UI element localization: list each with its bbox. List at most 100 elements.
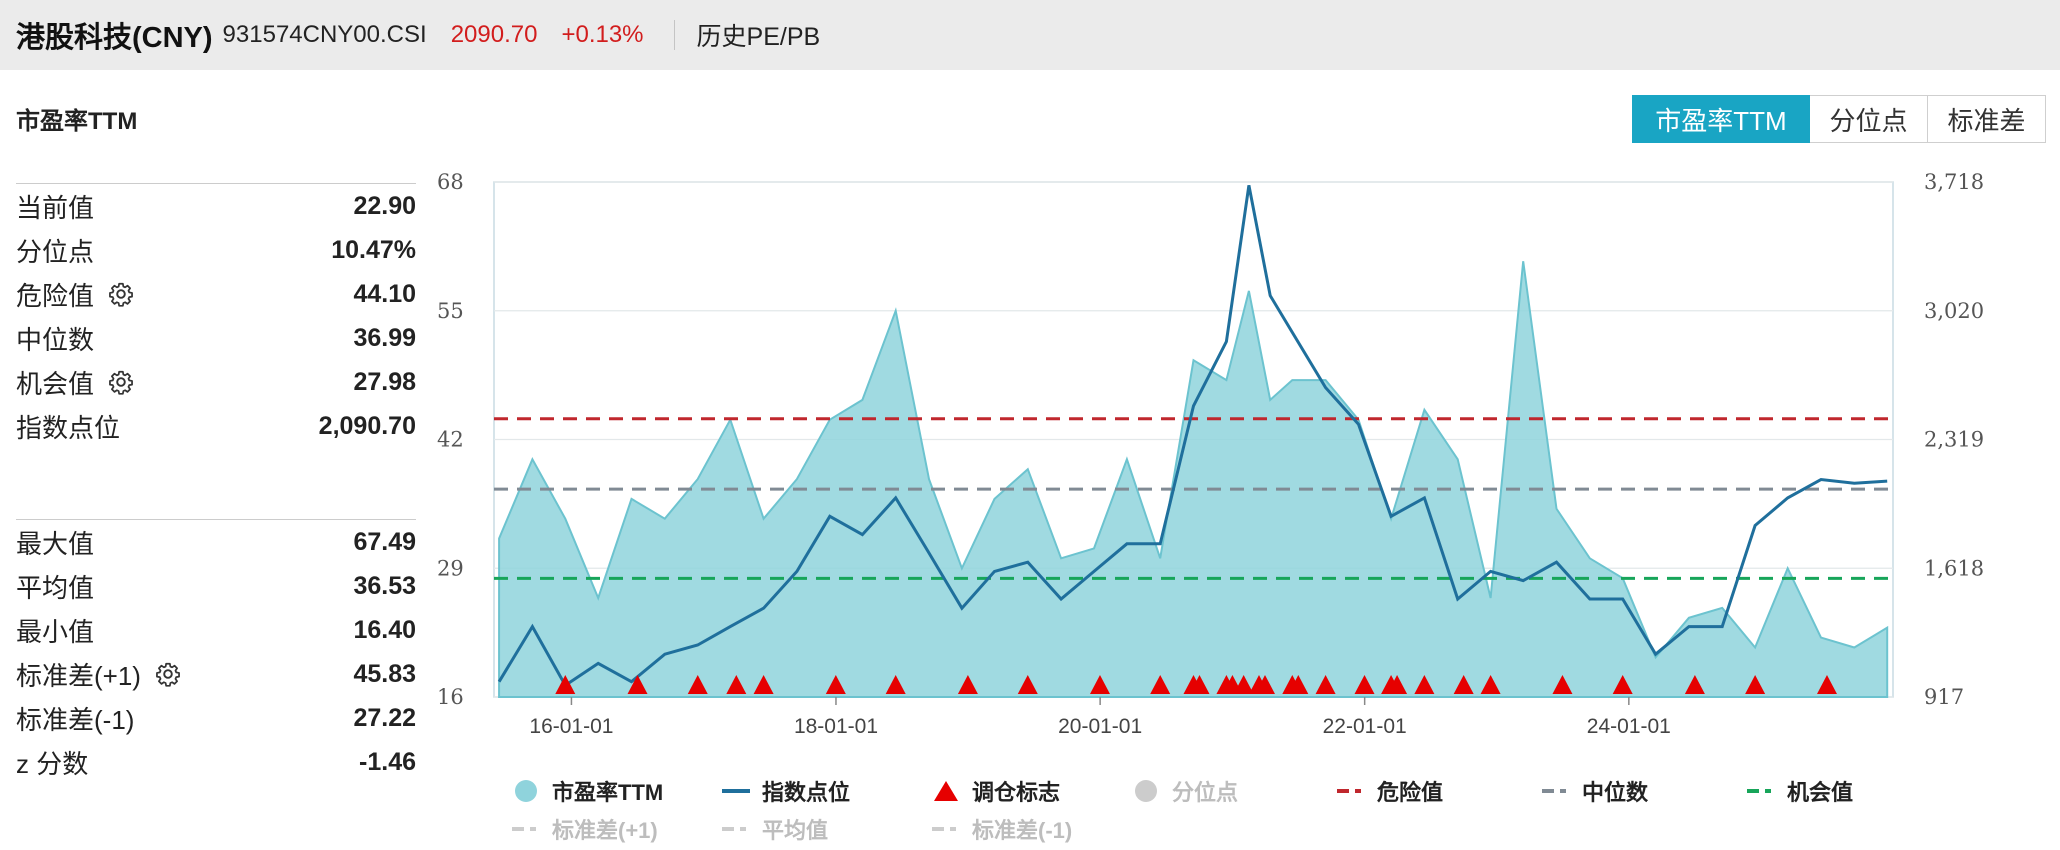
legend-label: 中位数 [1582, 780, 1649, 805]
legend-item[interactable]: 危险值 [1335, 775, 1443, 807]
rebalance-marker [1183, 675, 1204, 694]
legend-item[interactable]: 分位点 [1130, 775, 1238, 807]
stat-label: 中位数 [16, 320, 94, 357]
tab-stddev[interactable]: 标准差 [1928, 95, 2046, 143]
stat-value: 44.10 [353, 279, 416, 308]
stat-label: 标准差(+1) [16, 656, 181, 693]
stat-label-text: 最大值 [16, 528, 95, 559]
rebalance-marker [1387, 675, 1408, 694]
stat-label: 最大值 [16, 524, 94, 561]
rebalance-marker [1816, 675, 1837, 694]
legend-item[interactable]: 调仓标志 [930, 775, 1060, 807]
rebalance-marker [1414, 675, 1435, 694]
x-axis-tick: 16-01-01 [529, 715, 613, 738]
rebalance-marker [1288, 675, 1309, 694]
stat-value: 10.47% [331, 235, 416, 264]
rebalance-marker [1354, 675, 1375, 694]
stat-row: 指数点位 2,090.70 [16, 404, 416, 448]
rebalance-marker [555, 675, 576, 694]
stat-value: 45.83 [353, 659, 416, 688]
stat-label-text: 分位点 [16, 236, 95, 267]
stat-label: 平均值 [16, 568, 94, 605]
stat-row: 最大值 67.49 [16, 520, 416, 564]
right-axis-tick: 1,618 [1924, 556, 1984, 580]
stat-label-text: z 分数 [16, 748, 89, 779]
rebalance-marker [1233, 675, 1254, 694]
divider [16, 183, 416, 184]
stat-row: 危险值 44.10 [16, 272, 416, 316]
left-axis-tick: 29 [437, 556, 464, 580]
legend-item[interactable]: 中位数 [1540, 775, 1648, 807]
legend-item[interactable]: 标准差(+1) [510, 813, 658, 845]
index-level-line [497, 185, 1888, 688]
tab-pe-ttm[interactable]: 市盈率TTM [1632, 95, 1810, 143]
pe-area-layer [498, 261, 1889, 698]
stat-label-text: 中位数 [16, 324, 95, 355]
x-axis-tick: 20-01-01 [1058, 715, 1142, 738]
stat-value: 36.99 [353, 323, 416, 352]
stat-label-text: 指数点位 [16, 412, 121, 443]
rebalance-marker [1684, 675, 1705, 694]
stat-label-text: 标准差(-1) [16, 704, 135, 735]
right-axis-tick: 2,319 [1924, 428, 1984, 452]
metric-tabs: 市盈率TTM 分位点 标准差 [1632, 95, 2046, 143]
legend-item[interactable]: 指数点位 [720, 775, 850, 807]
index-code: 931574CNY00.CSI [222, 21, 427, 48]
rebalance-marker [687, 675, 708, 694]
stat-label: 分位点 [16, 232, 94, 269]
rebalance-marker [753, 675, 774, 694]
rebalance-markers [555, 675, 1837, 694]
legend-label: 市盈率TTM [552, 780, 664, 805]
rebalance-marker [1150, 675, 1171, 694]
stat-label: 标准差(-1) [16, 700, 134, 737]
stat-label: 最小值 [16, 612, 94, 649]
gear-icon[interactable] [155, 661, 181, 687]
x-axis-tick: 24-01-01 [1587, 715, 1671, 738]
dash-icon [1337, 789, 1361, 793]
legend-item[interactable]: 市盈率TTM [510, 775, 663, 807]
stat-row: z 分数 -1.46 [16, 740, 416, 784]
stat-label-text: 当前值 [16, 192, 95, 223]
legend-item[interactable]: 机会值 [1745, 775, 1853, 807]
rebalance-marker [1089, 675, 1110, 694]
right-axis-tick: 917 [1924, 685, 1964, 709]
stat-label: 指数点位 [16, 408, 120, 445]
stat-value: 2,090.70 [318, 411, 416, 440]
triangle-icon [934, 781, 958, 801]
legend-label: 调仓标志 [972, 780, 1061, 805]
index-title: 港股科技(CNY) [16, 22, 213, 54]
header-divider [673, 20, 675, 50]
header-bar: 港股科技(CNY) 931574CNY00.CSI 2090.70 +0.13%… [0, 0, 2060, 70]
dash-icon [722, 827, 746, 831]
stat-value: -1.46 [359, 747, 416, 776]
stat-row: 最小值 16.40 [16, 608, 416, 652]
history-pe-pb-link[interactable]: 历史PE/PB [696, 23, 821, 51]
dash-icon [512, 827, 536, 831]
stat-row: 平均值 36.53 [16, 564, 416, 608]
rebalance-marker [1254, 675, 1275, 694]
stat-value: 16.40 [353, 615, 416, 644]
stat-row: 中位数 36.99 [16, 316, 416, 360]
left-axis-tick: 55 [437, 299, 464, 323]
rebalance-marker [825, 675, 846, 694]
index-price: 2090.70 [450, 21, 538, 48]
rebalance-marker [1315, 675, 1336, 694]
legend-item[interactable]: 标准差(-1) [930, 813, 1072, 845]
legend-label: 危险值 [1377, 780, 1444, 805]
stat-row: 当前值 22.90 [16, 184, 416, 228]
stat-label: z 分数 [16, 744, 88, 781]
line-icon [722, 789, 750, 793]
tab-percentile[interactable]: 分位点 [1810, 95, 1928, 143]
rebalance-marker [726, 675, 747, 694]
reference-lines [494, 417, 1893, 580]
gear-icon[interactable] [108, 281, 134, 307]
gear-icon[interactable] [108, 369, 134, 395]
legend-label: 平均值 [762, 818, 829, 843]
legend-item[interactable]: 平均值 [720, 813, 828, 845]
dash-icon [1747, 789, 1771, 793]
rebalance-marker [1552, 675, 1573, 694]
circle-icon [1135, 780, 1157, 802]
legend-label: 指数点位 [762, 780, 851, 805]
stat-value: 36.53 [353, 571, 416, 600]
stat-label: 当前值 [16, 188, 94, 225]
